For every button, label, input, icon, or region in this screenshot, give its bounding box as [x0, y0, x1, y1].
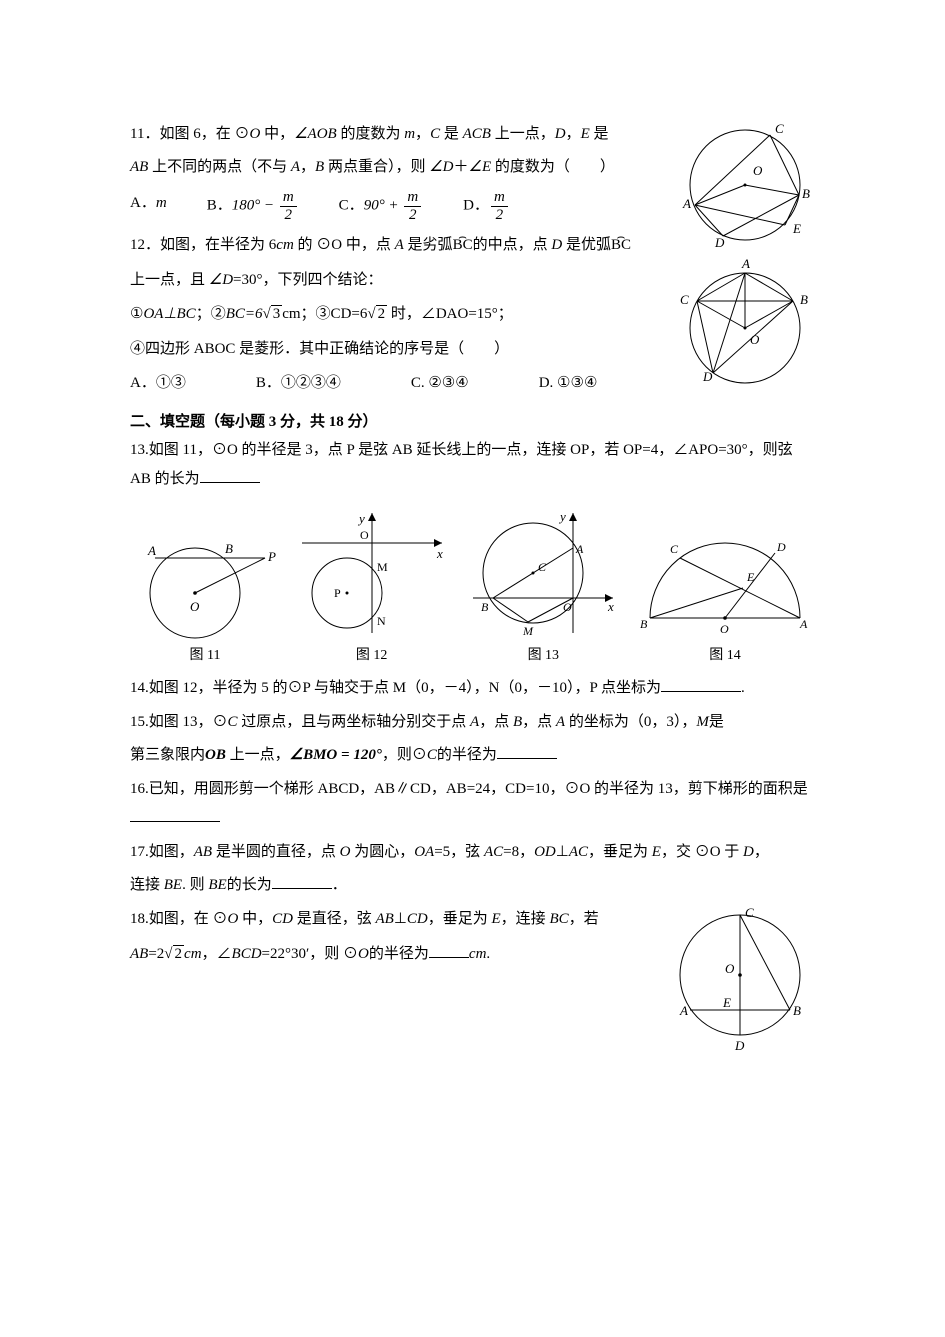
question-18: O C D A B E 18.如图，在 ⊙O 中，CD 是直径，弦 AB⊥CD，… — [130, 905, 815, 968]
figure-12: x y O P M N 图 12 — [292, 503, 452, 670]
svg-text:A: A — [799, 617, 808, 631]
blank — [200, 467, 260, 483]
svg-text:y: y — [558, 509, 566, 524]
blank — [429, 942, 469, 958]
q12-optB: B．①②③④ — [256, 369, 341, 398]
svg-text:C: C — [745, 905, 754, 920]
svg-text:B: B — [802, 186, 810, 201]
svg-text:P: P — [334, 586, 341, 600]
svg-text:M: M — [377, 560, 388, 574]
svg-text:B: B — [800, 292, 808, 307]
q12-num: 12． — [130, 237, 160, 253]
svg-text:x: x — [436, 546, 443, 561]
figure-q18: O C D A B E — [665, 895, 815, 1055]
svg-text:A: A — [679, 1003, 688, 1018]
section-2-title: 二、填空题（每小题 3 分，共 18 分） — [130, 408, 815, 437]
svg-text:C: C — [670, 542, 679, 556]
svg-text:O: O — [750, 332, 760, 347]
svg-text:A: A — [147, 543, 156, 558]
svg-text:O: O — [360, 528, 369, 542]
figure-row: O A B P 图 11 x y O P M N — [130, 503, 815, 670]
svg-text:D: D — [702, 369, 713, 384]
svg-text:D: D — [776, 540, 786, 554]
blank — [661, 676, 741, 692]
svg-text:C: C — [680, 292, 689, 307]
q11-optD: D．m2 — [463, 189, 510, 223]
q12-optD: D. ①③④ — [539, 369, 598, 398]
q13-num: 13. — [130, 442, 149, 458]
blank — [272, 873, 332, 889]
question-15: 15.如图 13，⊙C 过原点，且与两坐标轴分别交于点 A，点 B，点 A 的坐… — [130, 708, 815, 769]
question-12: O A C B D 12．如图，在半径为 6cm 的 ⊙O 中，点 A 是劣弧B… — [130, 231, 815, 398]
q12-optC: C. ②③④ — [411, 369, 469, 398]
q14-num: 14. — [130, 680, 149, 696]
figure-13: x y C A B O M 图 13 — [463, 503, 623, 670]
blank — [130, 806, 220, 822]
svg-text:O: O — [725, 961, 735, 976]
svg-text:D: D — [734, 1038, 745, 1053]
page: O A B C D E 11．如图 6，在 ⊙O 中，∠AOB 的度数为 m，C… — [0, 0, 945, 1337]
svg-text:O: O — [720, 622, 729, 636]
question-13: 13.如图 11，⊙O 的半径是 3，点 P 是弦 AB 延长线上的一点，连接 … — [130, 436, 815, 493]
q11-optC: C．90° + m2 — [339, 189, 423, 223]
svg-text:C: C — [775, 121, 784, 136]
svg-text:y: y — [357, 511, 365, 526]
question-14: 14.如图 12，半径为 5 的⊙P 与轴交于点 M（0，－4），N（0，－10… — [130, 674, 815, 703]
svg-text:P: P — [267, 549, 276, 564]
figure-11: O A B P 图 11 — [130, 523, 280, 670]
svg-text:A: A — [575, 542, 584, 556]
q17-num: 17. — [130, 844, 149, 860]
svg-text:O: O — [753, 163, 763, 178]
question-16: 16.已知，用圆形剪一个梯形 ABCD，AB∥CD，AB=24，CD=10，⊙O… — [130, 775, 815, 832]
svg-text:A: A — [741, 256, 750, 271]
svg-text:O: O — [190, 599, 200, 614]
svg-text:B: B — [481, 600, 489, 614]
blank — [497, 743, 557, 759]
q16-num: 16. — [130, 781, 149, 797]
svg-text:M: M — [522, 624, 534, 638]
q11-optA: A．m — [130, 189, 167, 223]
q11-num: 11． — [130, 126, 159, 142]
q15-num: 15. — [130, 714, 149, 730]
svg-text:E: E — [746, 570, 755, 584]
question-11: O A B C D E 11．如图 6，在 ⊙O 中，∠AOB 的度数为 m，C… — [130, 120, 815, 223]
svg-text:E: E — [722, 995, 731, 1010]
question-17: 17.如图，AB 是半圆的直径，点 O 为圆心，OA=5，弦 AC=8，OD⊥A… — [130, 838, 815, 899]
svg-text:B: B — [225, 541, 233, 556]
figure-14: O B A C D E 图 14 — [635, 523, 815, 670]
svg-text:N: N — [377, 614, 386, 628]
svg-text:x: x — [607, 599, 614, 614]
q12-optA: A．①③ — [130, 369, 186, 398]
q18-num: 18. — [130, 911, 149, 927]
svg-text:B: B — [793, 1003, 801, 1018]
figure-q11: O A B C D E — [675, 115, 815, 250]
q11-optB: B．180° − m2 — [207, 189, 299, 223]
svg-text:B: B — [640, 617, 648, 631]
figure-q12: O A C B D — [675, 256, 815, 391]
svg-text:A: A — [682, 196, 691, 211]
